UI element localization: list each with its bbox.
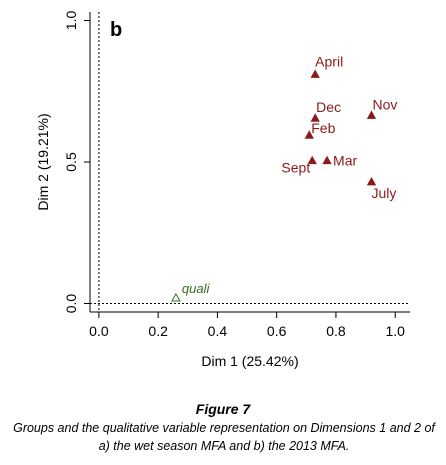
point-feb bbox=[304, 130, 314, 139]
panel-label: b bbox=[110, 19, 122, 41]
point-mar bbox=[322, 155, 332, 165]
point-quali bbox=[171, 292, 181, 302]
point-label-nov: Nov bbox=[372, 96, 397, 112]
point-label-mar: Mar bbox=[333, 153, 357, 169]
point-label-sept: Sept bbox=[281, 160, 310, 176]
point-july bbox=[366, 176, 377, 186]
point-dec bbox=[310, 113, 320, 122]
point-label-april: April bbox=[315, 53, 343, 69]
plot-area bbox=[90, 12, 410, 312]
point-april bbox=[310, 69, 320, 78]
scatter-chart: 0.0 0.2 0.4 0.6 0.8 1.0 0.0 0.5 1.0 Dim 1 (25.42%… bbox=[35, 11, 410, 369]
y-tick-label: 1.0 bbox=[63, 11, 79, 31]
point-label-feb: Feb bbox=[311, 120, 335, 136]
chart-svg: 0.0 0.2 0.4 0.6 0.8 1.0 0.0 0.5 1.0 Dim 1 (25.42%… bbox=[35, 11, 410, 369]
point-label-july: July bbox=[371, 185, 396, 201]
figure-caption: Groups and the qualitative variable repr… bbox=[13, 421, 435, 453]
x-tick-label: 0.2 bbox=[148, 323, 168, 339]
x-tick-label: 0.8 bbox=[326, 323, 346, 339]
figure-title: Figure 7 bbox=[195, 401, 251, 417]
x-tick-label: 0.0 bbox=[89, 323, 109, 339]
y-tick-label: 0.0 bbox=[63, 294, 79, 314]
x-tick-label: 1.0 bbox=[385, 323, 405, 339]
x-tick-label: 0.4 bbox=[208, 323, 228, 339]
point-sept bbox=[307, 155, 317, 165]
point-label-dec: Dec bbox=[316, 99, 341, 115]
x-axis-title: Dim 1 (25.42%) bbox=[201, 353, 298, 369]
y-axis-title: Dim 2 (19.21%) bbox=[35, 113, 51, 210]
y-tick-label: 0.5 bbox=[63, 152, 79, 172]
point-label-quali: quali bbox=[182, 281, 211, 296]
point-nov bbox=[366, 110, 377, 119]
x-tick-label: 0.6 bbox=[267, 323, 287, 339]
